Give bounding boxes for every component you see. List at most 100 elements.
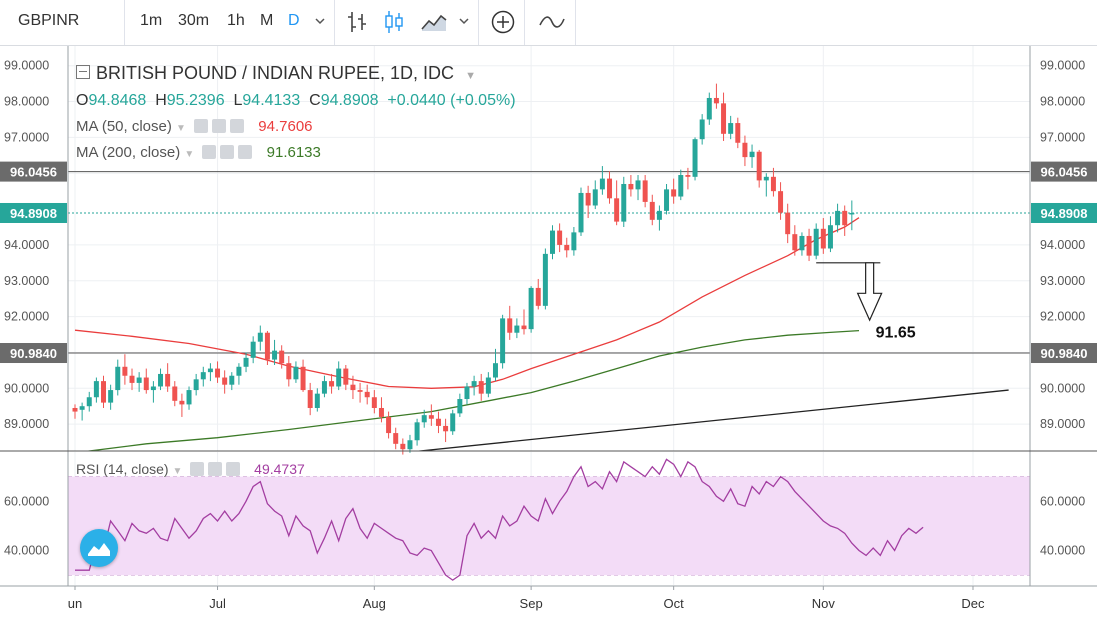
interval-M[interactable]: M: [260, 12, 274, 29]
ma50-row: MA (50, close) ▼ 94.7606: [76, 118, 313, 135]
time-label: Oct: [664, 596, 685, 611]
candle: [186, 390, 192, 405]
rsi-tick-label: 60.0000: [1040, 494, 1085, 508]
candles: [72, 83, 855, 455]
ohlc-l-label: L: [233, 92, 243, 109]
candle: [207, 368, 213, 373]
interval-1m[interactable]: 1m: [140, 12, 163, 29]
gear-icon[interactable]: [220, 145, 235, 159]
candle: [827, 225, 833, 249]
gear-icon[interactable]: [212, 119, 227, 133]
candle: [685, 175, 691, 177]
target-label: 91.65: [876, 325, 916, 342]
candle: [371, 397, 377, 408]
candle: [678, 175, 684, 197]
chevron-down-icon[interactable]: ▼: [176, 123, 186, 134]
candle: [792, 234, 798, 251]
candle: [108, 390, 114, 403]
plus-circle-icon[interactable]: [490, 9, 516, 40]
candle: [535, 287, 541, 306]
collapse-icon[interactable]: [76, 65, 90, 79]
candle: [464, 386, 470, 400]
price-tick-label: 93.0000: [4, 274, 49, 288]
ohlc-o-label: O: [76, 92, 89, 109]
candle: [421, 415, 427, 423]
symbol-search[interactable]: GBPINR: [18, 12, 80, 29]
candle: [386, 416, 392, 434]
candles-icon[interactable]: [383, 9, 405, 40]
eye-icon[interactable]: [202, 145, 217, 159]
legend-title-row: BRITISH POUND / INDIAN RUPEE, 1D, IDC ▼: [76, 63, 476, 84]
candle: [443, 425, 449, 432]
candle: [756, 151, 762, 181]
candle: [507, 318, 513, 333]
chevron-down-icon[interactable]: [314, 14, 326, 32]
candle: [329, 381, 335, 387]
toolbar-divider: [478, 0, 479, 45]
rsi-value: 49.4737: [254, 461, 305, 477]
eye-icon[interactable]: [194, 119, 209, 133]
candle: [86, 397, 92, 407]
rsi-line: [75, 458, 924, 581]
candle: [457, 399, 463, 414]
candle: [193, 379, 199, 391]
candle: [692, 139, 698, 177]
tradingview-logo[interactable]: [80, 529, 118, 567]
chevron-down-icon[interactable]: ▼: [172, 466, 183, 477]
ohlc-close: 94.8908: [320, 92, 379, 109]
candle: [528, 287, 534, 330]
candle: [350, 384, 356, 391]
rsi-tick-label: 40.0000: [4, 544, 49, 558]
indicator-lines: [74, 217, 1009, 581]
ma200-value: 91.6133: [266, 144, 321, 161]
candle: [585, 192, 591, 206]
price-label: 94.8908: [1041, 206, 1088, 221]
candle: [706, 97, 712, 120]
candle: [649, 201, 655, 220]
ohlc-row: O94.8468 H95.2396 L94.4133 C94.8908 +0.0…: [76, 92, 516, 110]
candle: [571, 232, 577, 251]
interval-30m[interactable]: 30m: [178, 12, 210, 29]
candle: [279, 350, 285, 364]
price-tick-label: 98.0000: [4, 95, 49, 109]
price-label: 96.0456: [10, 165, 57, 180]
price-tick-label: 90.0000: [4, 381, 49, 395]
candle: [628, 183, 634, 190]
horizontal-levels: [68, 171, 1030, 354]
eye-icon[interactable]: [190, 462, 205, 476]
price-tick-label: 99.0000: [4, 59, 49, 73]
candle: [471, 381, 477, 387]
candle: [407, 440, 413, 450]
candle: [393, 433, 399, 444]
candle: [72, 407, 78, 412]
area-icon[interactable]: [420, 9, 448, 40]
candle: [257, 332, 263, 342]
chevron-down-icon[interactable]: ▼: [465, 70, 476, 82]
close-icon[interactable]: [226, 462, 241, 476]
interval-1h[interactable]: 1h: [227, 12, 245, 29]
close-icon[interactable]: [230, 119, 245, 133]
gear-icon[interactable]: [208, 462, 223, 476]
chevron-down-icon[interactable]: [458, 14, 470, 32]
candle: [101, 381, 107, 403]
candle: [236, 366, 242, 376]
compare-icon[interactable]: [538, 9, 566, 40]
candle: [514, 325, 520, 333]
candle: [378, 407, 384, 417]
axes: 99.0000 99.0000 98.0000 98.0000 97.0000 97.00…: [0, 46, 1097, 611]
close-icon[interactable]: [238, 145, 253, 159]
candle: [721, 103, 727, 134]
down-arrow: [856, 262, 883, 322]
candle: [450, 413, 456, 432]
candle: [165, 373, 171, 387]
legend-title: BRITISH POUND / INDIAN RUPEE, 1D, IDC: [96, 63, 455, 83]
rsi-tick-label: 60.0000: [4, 494, 49, 508]
bars-icon[interactable]: [346, 9, 368, 40]
candle: [635, 180, 641, 190]
candle: [129, 375, 135, 383]
interval-D[interactable]: D: [288, 12, 300, 29]
ma200-row: MA (200, close) ▼ 91.6133: [76, 144, 321, 161]
chevron-down-icon[interactable]: ▼: [184, 149, 195, 160]
ohlc-change: +0.0440 (+0.05%): [387, 92, 516, 109]
